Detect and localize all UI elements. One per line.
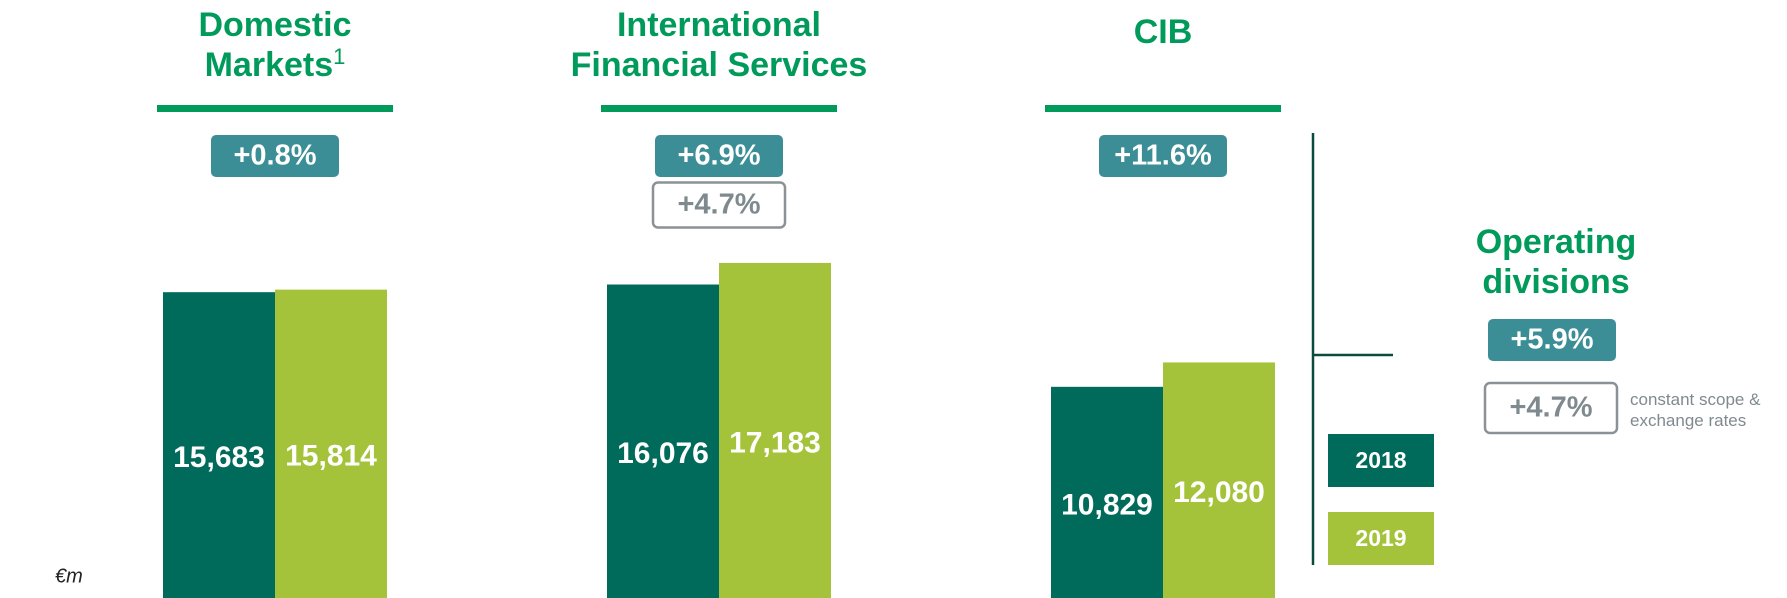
bar xyxy=(719,262,831,598)
bar xyxy=(607,284,719,598)
growth: +0.8% xyxy=(233,140,316,172)
legend-swatch xyxy=(1328,434,1434,487)
total-label: Operating divisions xyxy=(1475,223,1637,301)
unit-label: €m xyxy=(55,565,83,587)
bar xyxy=(1163,362,1275,598)
title-underline xyxy=(1045,105,1281,112)
value-label: 10,829 xyxy=(1061,488,1153,521)
growth-badge xyxy=(1488,319,1616,361)
value-label: 15,814 xyxy=(285,440,377,473)
growth: +6.9% xyxy=(677,140,760,172)
category-label: International Financial Services xyxy=(570,6,868,84)
growth-constant: +4.7% xyxy=(1509,392,1592,424)
growth-outline-badge xyxy=(651,181,787,229)
value-label: 17,183 xyxy=(729,426,821,459)
legend-label: 2019 xyxy=(1355,525,1406,551)
growth-badge xyxy=(211,135,339,177)
bar xyxy=(1051,386,1163,598)
category-label: CIB xyxy=(1133,13,1193,51)
growth-badge xyxy=(1099,135,1227,177)
growth-constant: +4.7% xyxy=(677,189,760,221)
category-label: Domestic Markets xyxy=(198,6,352,84)
growth: +11.6% xyxy=(1114,140,1212,172)
growth-outline-badge xyxy=(1483,381,1619,435)
growth-badge xyxy=(655,135,783,177)
value-label: 12,080 xyxy=(1173,476,1265,509)
category-title: International Financial Services xyxy=(539,5,899,85)
bar xyxy=(163,292,275,598)
title-underline xyxy=(157,105,393,112)
bar xyxy=(275,289,387,598)
footnote-mark: 1 xyxy=(333,44,346,69)
value-label: 15,683 xyxy=(173,441,265,474)
legend-swatch xyxy=(1328,512,1434,565)
legend-label: 2018 xyxy=(1355,447,1406,473)
growth: +5.9% xyxy=(1510,324,1593,356)
category-title: Domestic Markets1 xyxy=(150,5,400,85)
category-title: CIB xyxy=(1063,12,1263,52)
total-note: constant scope & exchange rates xyxy=(1630,390,1761,430)
value-label: 16,076 xyxy=(617,437,709,470)
title-underline xyxy=(601,105,837,112)
